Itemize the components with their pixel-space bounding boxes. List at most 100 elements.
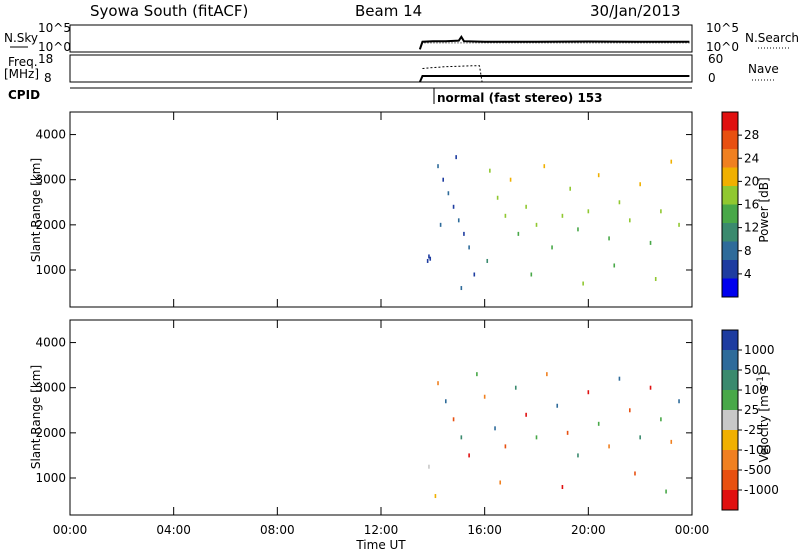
freq-left-label-2: [MHz]: [4, 67, 39, 81]
time-tick-label: 04:00: [156, 523, 191, 537]
power-y-axis: 1000 2000 3000 4000: [35, 128, 692, 277]
velocity-panel-frame: [69, 319, 693, 516]
data-point: [525, 412, 527, 417]
y-tick-label: 1000: [35, 471, 66, 485]
data-point: [517, 231, 520, 236]
freq-right-tick-bottom: 0: [708, 71, 716, 85]
colorbar-segment: [722, 330, 738, 350]
colorbar-segment: [722, 430, 738, 450]
data-point: [660, 417, 662, 422]
data-point: [629, 408, 631, 413]
colorbar-segment: [722, 260, 738, 279]
data-point: [639, 182, 641, 187]
data-point: [587, 390, 590, 395]
data-point: [670, 159, 673, 164]
colorbar-segment: [722, 470, 738, 490]
colorbar-segment: [722, 390, 738, 410]
colorbar-segment: [722, 186, 738, 205]
data-point: [634, 471, 636, 476]
date-title: 30/Jan/2013: [590, 2, 681, 20]
noise-left-tick-top: 10^5: [38, 21, 71, 35]
freq-left-label-1: Freq.: [8, 55, 38, 69]
power-colorbar: 4 8 12 16 20 24 28: [721, 111, 759, 298]
data-point: [468, 245, 470, 250]
colorbar-tick-label: 16: [744, 198, 759, 212]
velocity-y-label: Slant Range [km]: [29, 365, 43, 469]
time-tick-label: 12:00: [364, 523, 399, 537]
data-point: [629, 218, 631, 223]
colorbar-segment: [722, 450, 738, 470]
data-point: [566, 430, 569, 435]
data-point: [434, 494, 437, 499]
colorbar-tick-label: 8: [744, 244, 752, 258]
data-point: [577, 227, 579, 232]
data-point: [597, 173, 600, 178]
data-point: [486, 258, 489, 263]
data-point: [535, 435, 538, 440]
noise-panel-frame: [69, 24, 693, 53]
data-point: [577, 453, 579, 458]
colorbar-segment: [722, 223, 738, 242]
y-tick-label: 2000: [35, 218, 66, 232]
noise-lines: [418, 35, 690, 50]
data-point: [587, 209, 590, 214]
data-point: [457, 218, 460, 223]
colorbar-segment: [722, 490, 738, 510]
data-point: [476, 372, 478, 377]
data-point: [618, 376, 621, 381]
freq-lines: [418, 65, 690, 83]
power-data-points: [426, 155, 680, 291]
data-point: [460, 435, 463, 440]
data-point: [514, 385, 517, 390]
data-point: [582, 281, 584, 286]
y-tick-label: 1000: [35, 263, 66, 277]
data-point: [660, 209, 662, 214]
colorbar-border: [721, 329, 739, 511]
data-point: [494, 426, 496, 431]
colorbar-segment: [722, 167, 738, 186]
data-point: [678, 222, 680, 227]
data-point: [426, 258, 429, 263]
colorbar-segment: [722, 370, 738, 390]
data-point: [442, 177, 444, 182]
time-tick-label: 16:00: [467, 523, 502, 537]
data-point: [525, 204, 527, 209]
y-tick-label: 4000: [35, 336, 66, 350]
data-point: [429, 256, 432, 261]
power-panel-frame: [69, 111, 693, 308]
freq-left-tick-bottom: 8: [44, 71, 52, 85]
data-point: [509, 177, 512, 182]
velocity-data-points: [428, 372, 680, 499]
data-point: [439, 222, 442, 227]
time-tick-label: 08:00: [260, 523, 295, 537]
data-point: [468, 453, 470, 458]
noise-left-label: N.Sky: [4, 31, 38, 45]
colorbar-tick-label: 100: [744, 383, 767, 397]
station-title: Syowa South (fitACF): [90, 2, 248, 20]
data-point: [551, 245, 553, 250]
data-point: [618, 200, 621, 205]
data-point: [678, 399, 680, 404]
data-point: [483, 394, 486, 399]
colorbar-tick-label: -1000: [744, 483, 779, 497]
data-point: [455, 155, 457, 160]
colorbar-segment: [722, 241, 738, 260]
nave-series-line: [422, 65, 690, 83]
time-axis-label: Time UT: [355, 538, 406, 552]
data-point: [444, 399, 447, 404]
noise-right-label: N.Search: [745, 31, 799, 45]
data-point: [473, 272, 476, 277]
data-point: [639, 435, 641, 440]
data-point: [447, 191, 450, 196]
y-tick-label: 2000: [35, 426, 66, 440]
colorbar-tick-label: 20: [744, 174, 759, 188]
beam-title: Beam 14: [355, 2, 422, 20]
colorbar-segment: [722, 204, 738, 223]
noise-series-line: [419, 42, 690, 50]
colorbar-tick-label: 28: [744, 128, 759, 142]
freq-series-line: [418, 75, 690, 83]
data-point: [460, 286, 463, 291]
colorbar-segment: [722, 149, 738, 168]
time-tick-label: 00:00: [675, 523, 710, 537]
